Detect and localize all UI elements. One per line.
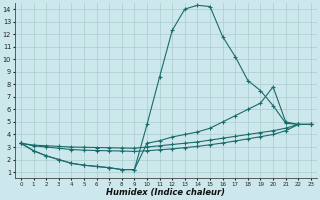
X-axis label: Humidex (Indice chaleur): Humidex (Indice chaleur) bbox=[107, 188, 225, 197]
